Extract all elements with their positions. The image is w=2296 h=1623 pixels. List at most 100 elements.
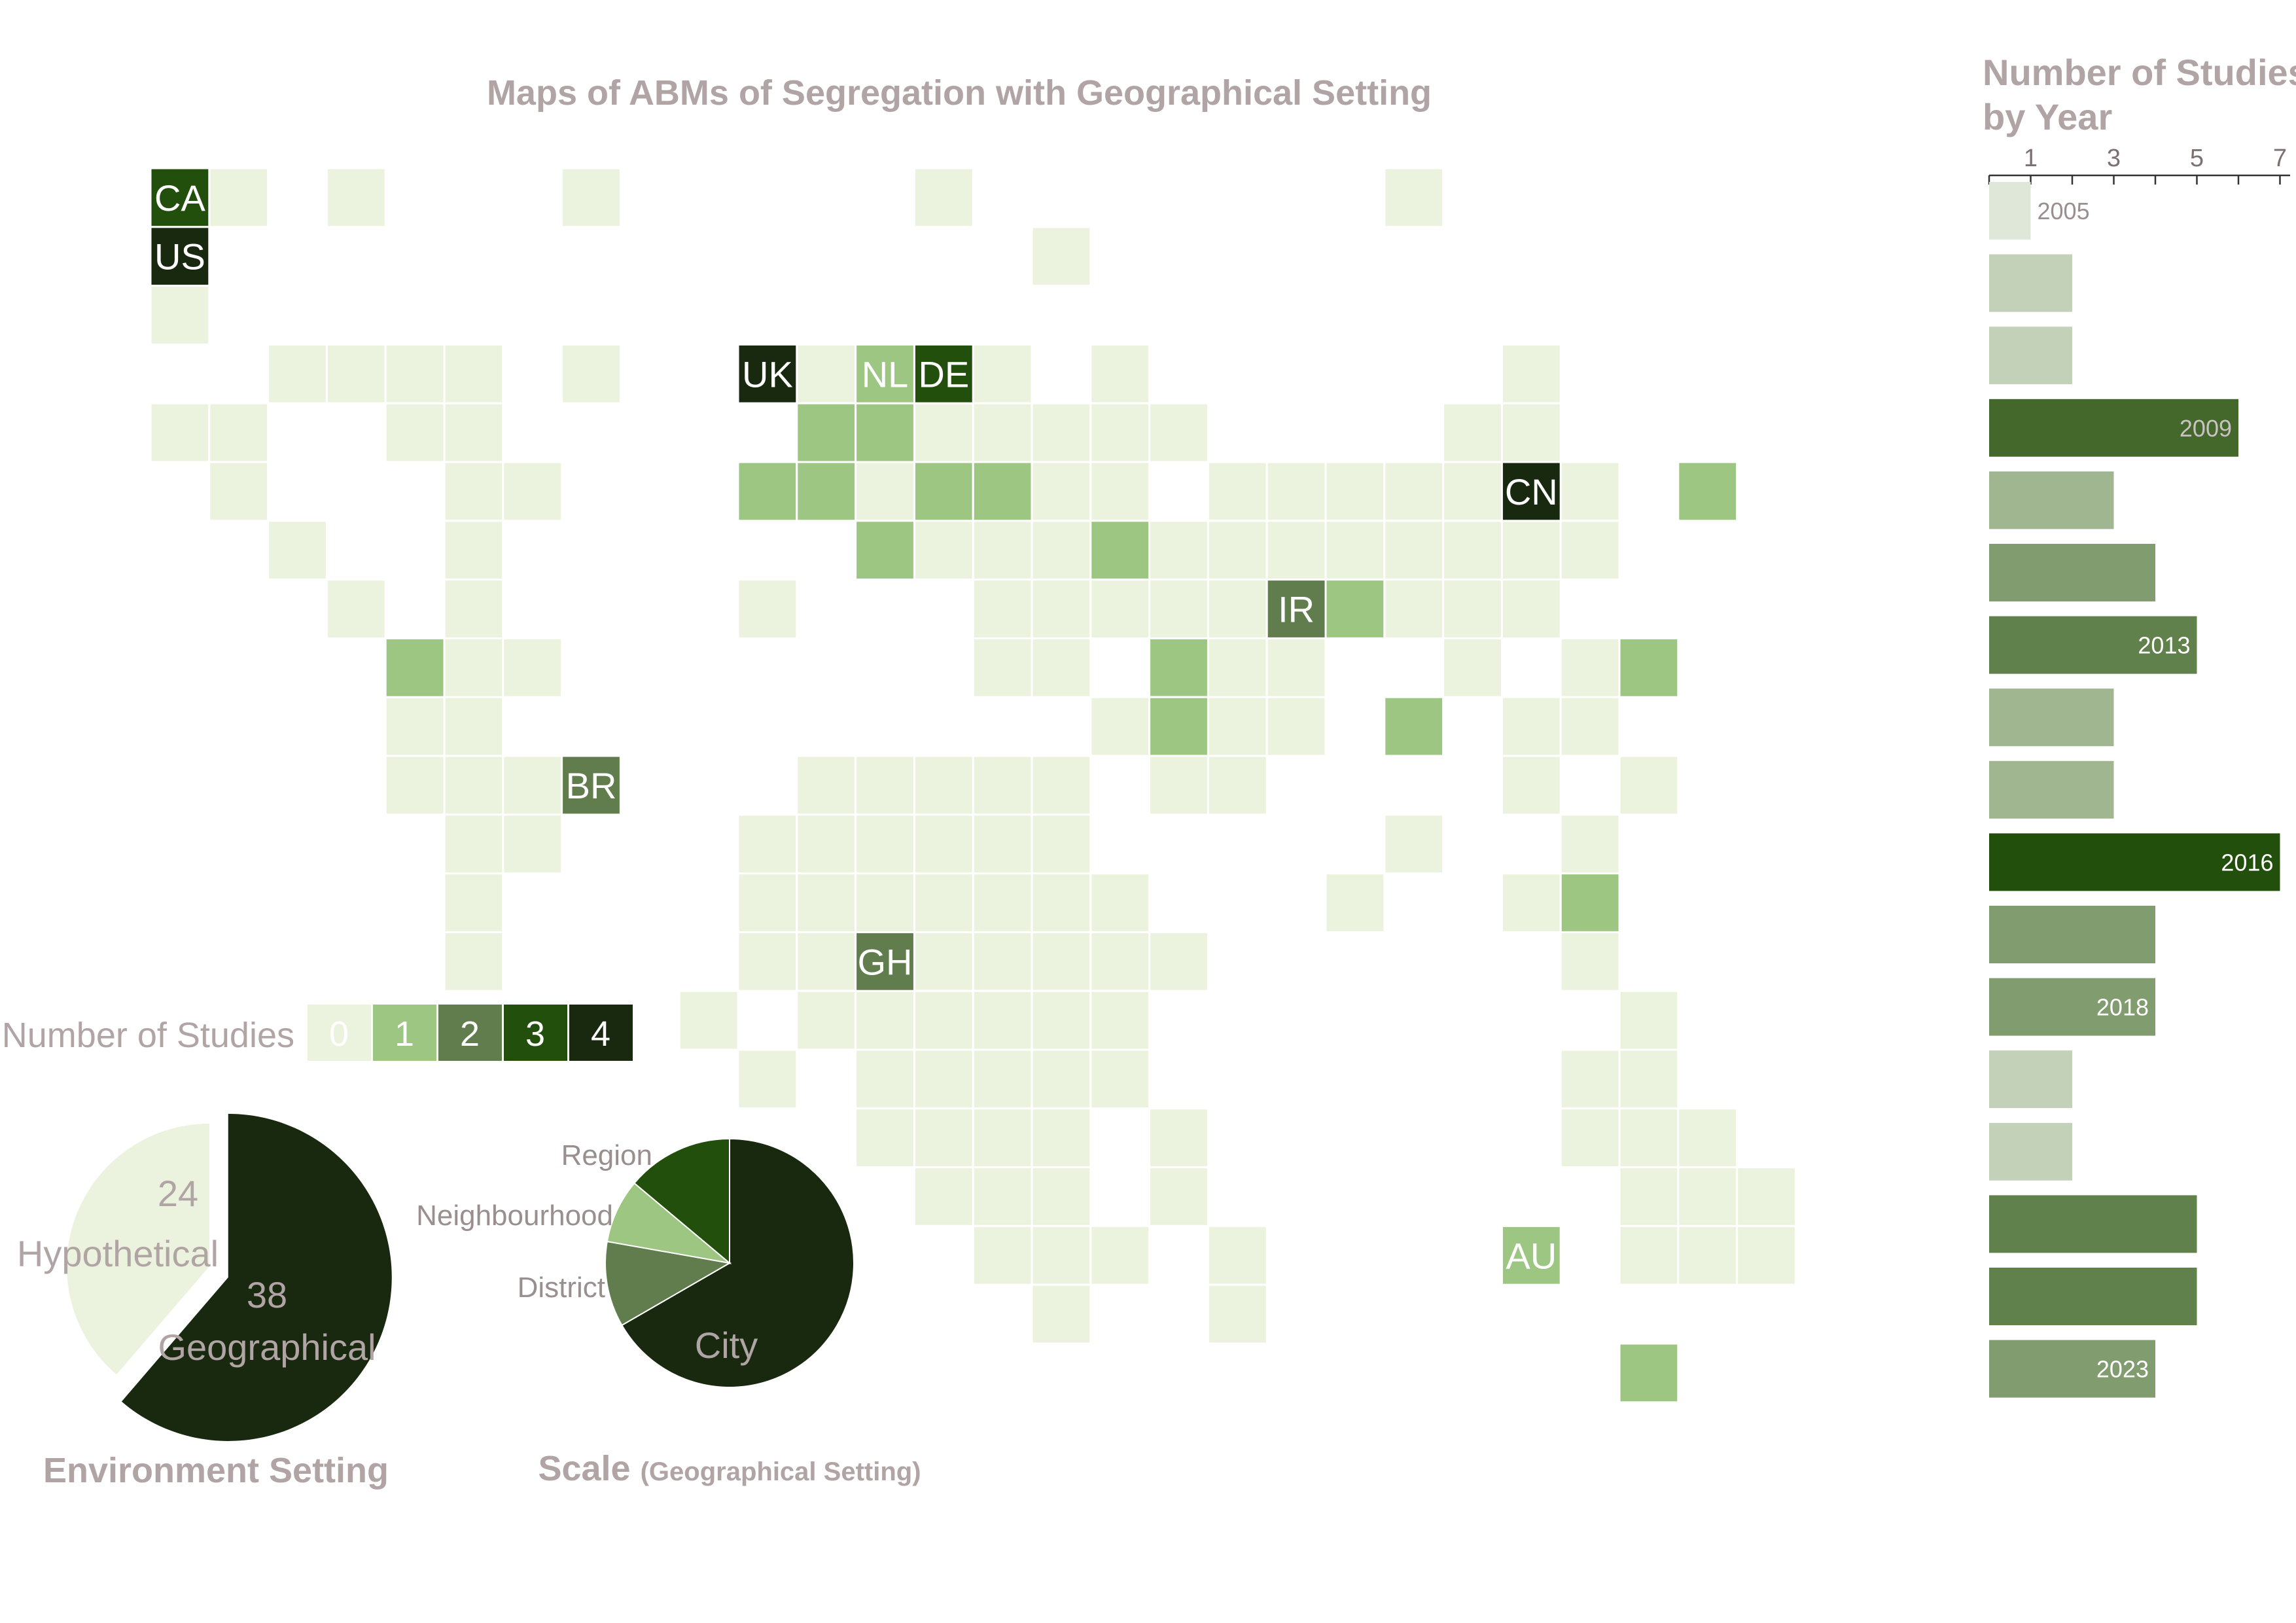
map-cell-studied xyxy=(1148,696,1209,757)
year-bar xyxy=(1989,906,2155,963)
country-cell-cn xyxy=(1500,461,1562,522)
map-cell xyxy=(1559,813,1621,875)
map-cell-studied xyxy=(855,402,915,463)
map-cell xyxy=(913,1107,974,1169)
map-cell xyxy=(1089,1224,1151,1286)
map-cell xyxy=(1031,402,1092,463)
map-cell xyxy=(1031,813,1092,875)
scale-pie: Scale (Geographical Setting) City Distric… xyxy=(416,1137,921,1488)
map-cell xyxy=(855,813,915,875)
map-cell xyxy=(1089,931,1151,992)
city-label: City xyxy=(695,1325,758,1366)
map-cell xyxy=(1677,1224,1739,1286)
map-cell xyxy=(443,343,504,404)
map-cell xyxy=(1089,461,1151,522)
map-cell xyxy=(1442,579,1503,639)
legend-value-1: 1 xyxy=(395,1014,414,1054)
map-cell xyxy=(972,990,1033,1051)
pie-slice-region xyxy=(633,1137,730,1265)
country-cell-ca xyxy=(149,167,211,228)
map-cell xyxy=(1089,872,1151,933)
country-cell-de xyxy=(913,343,974,404)
map-cell xyxy=(443,931,504,992)
country-label-au: AU xyxy=(1506,1235,1557,1276)
map-cell xyxy=(1207,755,1268,816)
map-cell-studied xyxy=(1089,520,1151,581)
map-cell-studied xyxy=(913,461,974,522)
map-cell xyxy=(796,990,857,1051)
map-cell xyxy=(267,520,328,581)
map-cell xyxy=(972,343,1033,404)
map-cell xyxy=(1559,696,1621,757)
pie-slice-geographical xyxy=(121,1113,392,1441)
map-cell-studied xyxy=(796,461,857,522)
map-cell xyxy=(796,872,857,933)
year-bar xyxy=(1989,1122,2072,1181)
map-cell xyxy=(443,520,504,581)
map-cell xyxy=(1089,1048,1151,1110)
map-cell xyxy=(1442,637,1503,698)
hypothetical-count: 24 xyxy=(158,1173,198,1214)
map-cell xyxy=(1559,637,1621,698)
legend-value-0: 0 xyxy=(329,1014,349,1054)
map-cell xyxy=(737,813,798,875)
map-cell xyxy=(1148,402,1209,463)
map-cell xyxy=(1207,579,1268,639)
map-cell xyxy=(1031,1048,1092,1110)
map-cell xyxy=(1618,1224,1680,1286)
year-bar xyxy=(1989,1340,2155,1398)
map-cell xyxy=(1500,755,1562,816)
environment-pie-title: Environment Setting xyxy=(43,1451,389,1490)
map-cell xyxy=(1618,1048,1680,1110)
map-cell xyxy=(1559,1107,1621,1169)
year-bar xyxy=(1989,1195,2197,1253)
map-cell xyxy=(1031,990,1092,1051)
map-cell xyxy=(913,931,974,992)
geographical-label: Geographical xyxy=(158,1327,376,1368)
map-cell xyxy=(972,520,1033,581)
map-cell xyxy=(149,402,211,463)
map-cell xyxy=(972,931,1033,992)
bar-chart-title-line-1: Number of Studies xyxy=(1983,52,2296,93)
map-cell xyxy=(1383,520,1445,581)
year-bar xyxy=(1989,978,2155,1036)
map-cell xyxy=(561,167,622,228)
map-cell xyxy=(1559,931,1621,992)
map-cell xyxy=(1207,696,1268,757)
map-cell xyxy=(972,813,1033,875)
map-cell xyxy=(913,402,974,463)
country-cell-us xyxy=(149,226,211,287)
map-cell xyxy=(913,167,974,228)
year-bar-label: 2009 xyxy=(2180,415,2232,442)
map-cell xyxy=(1265,637,1327,698)
map-cell xyxy=(1031,637,1092,698)
country-label-de: DE xyxy=(918,353,969,395)
map-cell-studied xyxy=(972,461,1033,522)
map-cell xyxy=(1265,461,1327,522)
map-cell xyxy=(1031,1166,1092,1227)
map-cell xyxy=(913,1048,974,1110)
map-cell xyxy=(443,637,504,698)
map-cell xyxy=(737,1048,798,1110)
pie-slice-district xyxy=(605,1240,732,1327)
map-cell xyxy=(1383,167,1445,228)
map-cell xyxy=(1031,755,1092,816)
map-cell xyxy=(1031,461,1092,522)
map-cell xyxy=(1265,696,1327,757)
map-cell xyxy=(1089,343,1151,404)
map-cell xyxy=(384,696,446,757)
country-cell-br xyxy=(561,755,622,816)
map-cell xyxy=(972,1107,1033,1169)
map-cell xyxy=(325,167,387,228)
country-label-uk: UK xyxy=(742,353,793,395)
hypothetical-label: Hypothetical xyxy=(17,1233,219,1274)
country-label-br: BR xyxy=(566,765,617,806)
legend-swatch-3 xyxy=(504,1005,567,1061)
country-cell-uk xyxy=(737,343,798,404)
map-cell xyxy=(1618,1107,1680,1169)
map-cell xyxy=(384,402,446,463)
scale-pie-title-suffix: (Geographical Setting) xyxy=(641,1457,921,1486)
pie-slice-city xyxy=(621,1137,855,1388)
map-cell xyxy=(1559,520,1621,581)
map-cell xyxy=(1442,461,1503,522)
